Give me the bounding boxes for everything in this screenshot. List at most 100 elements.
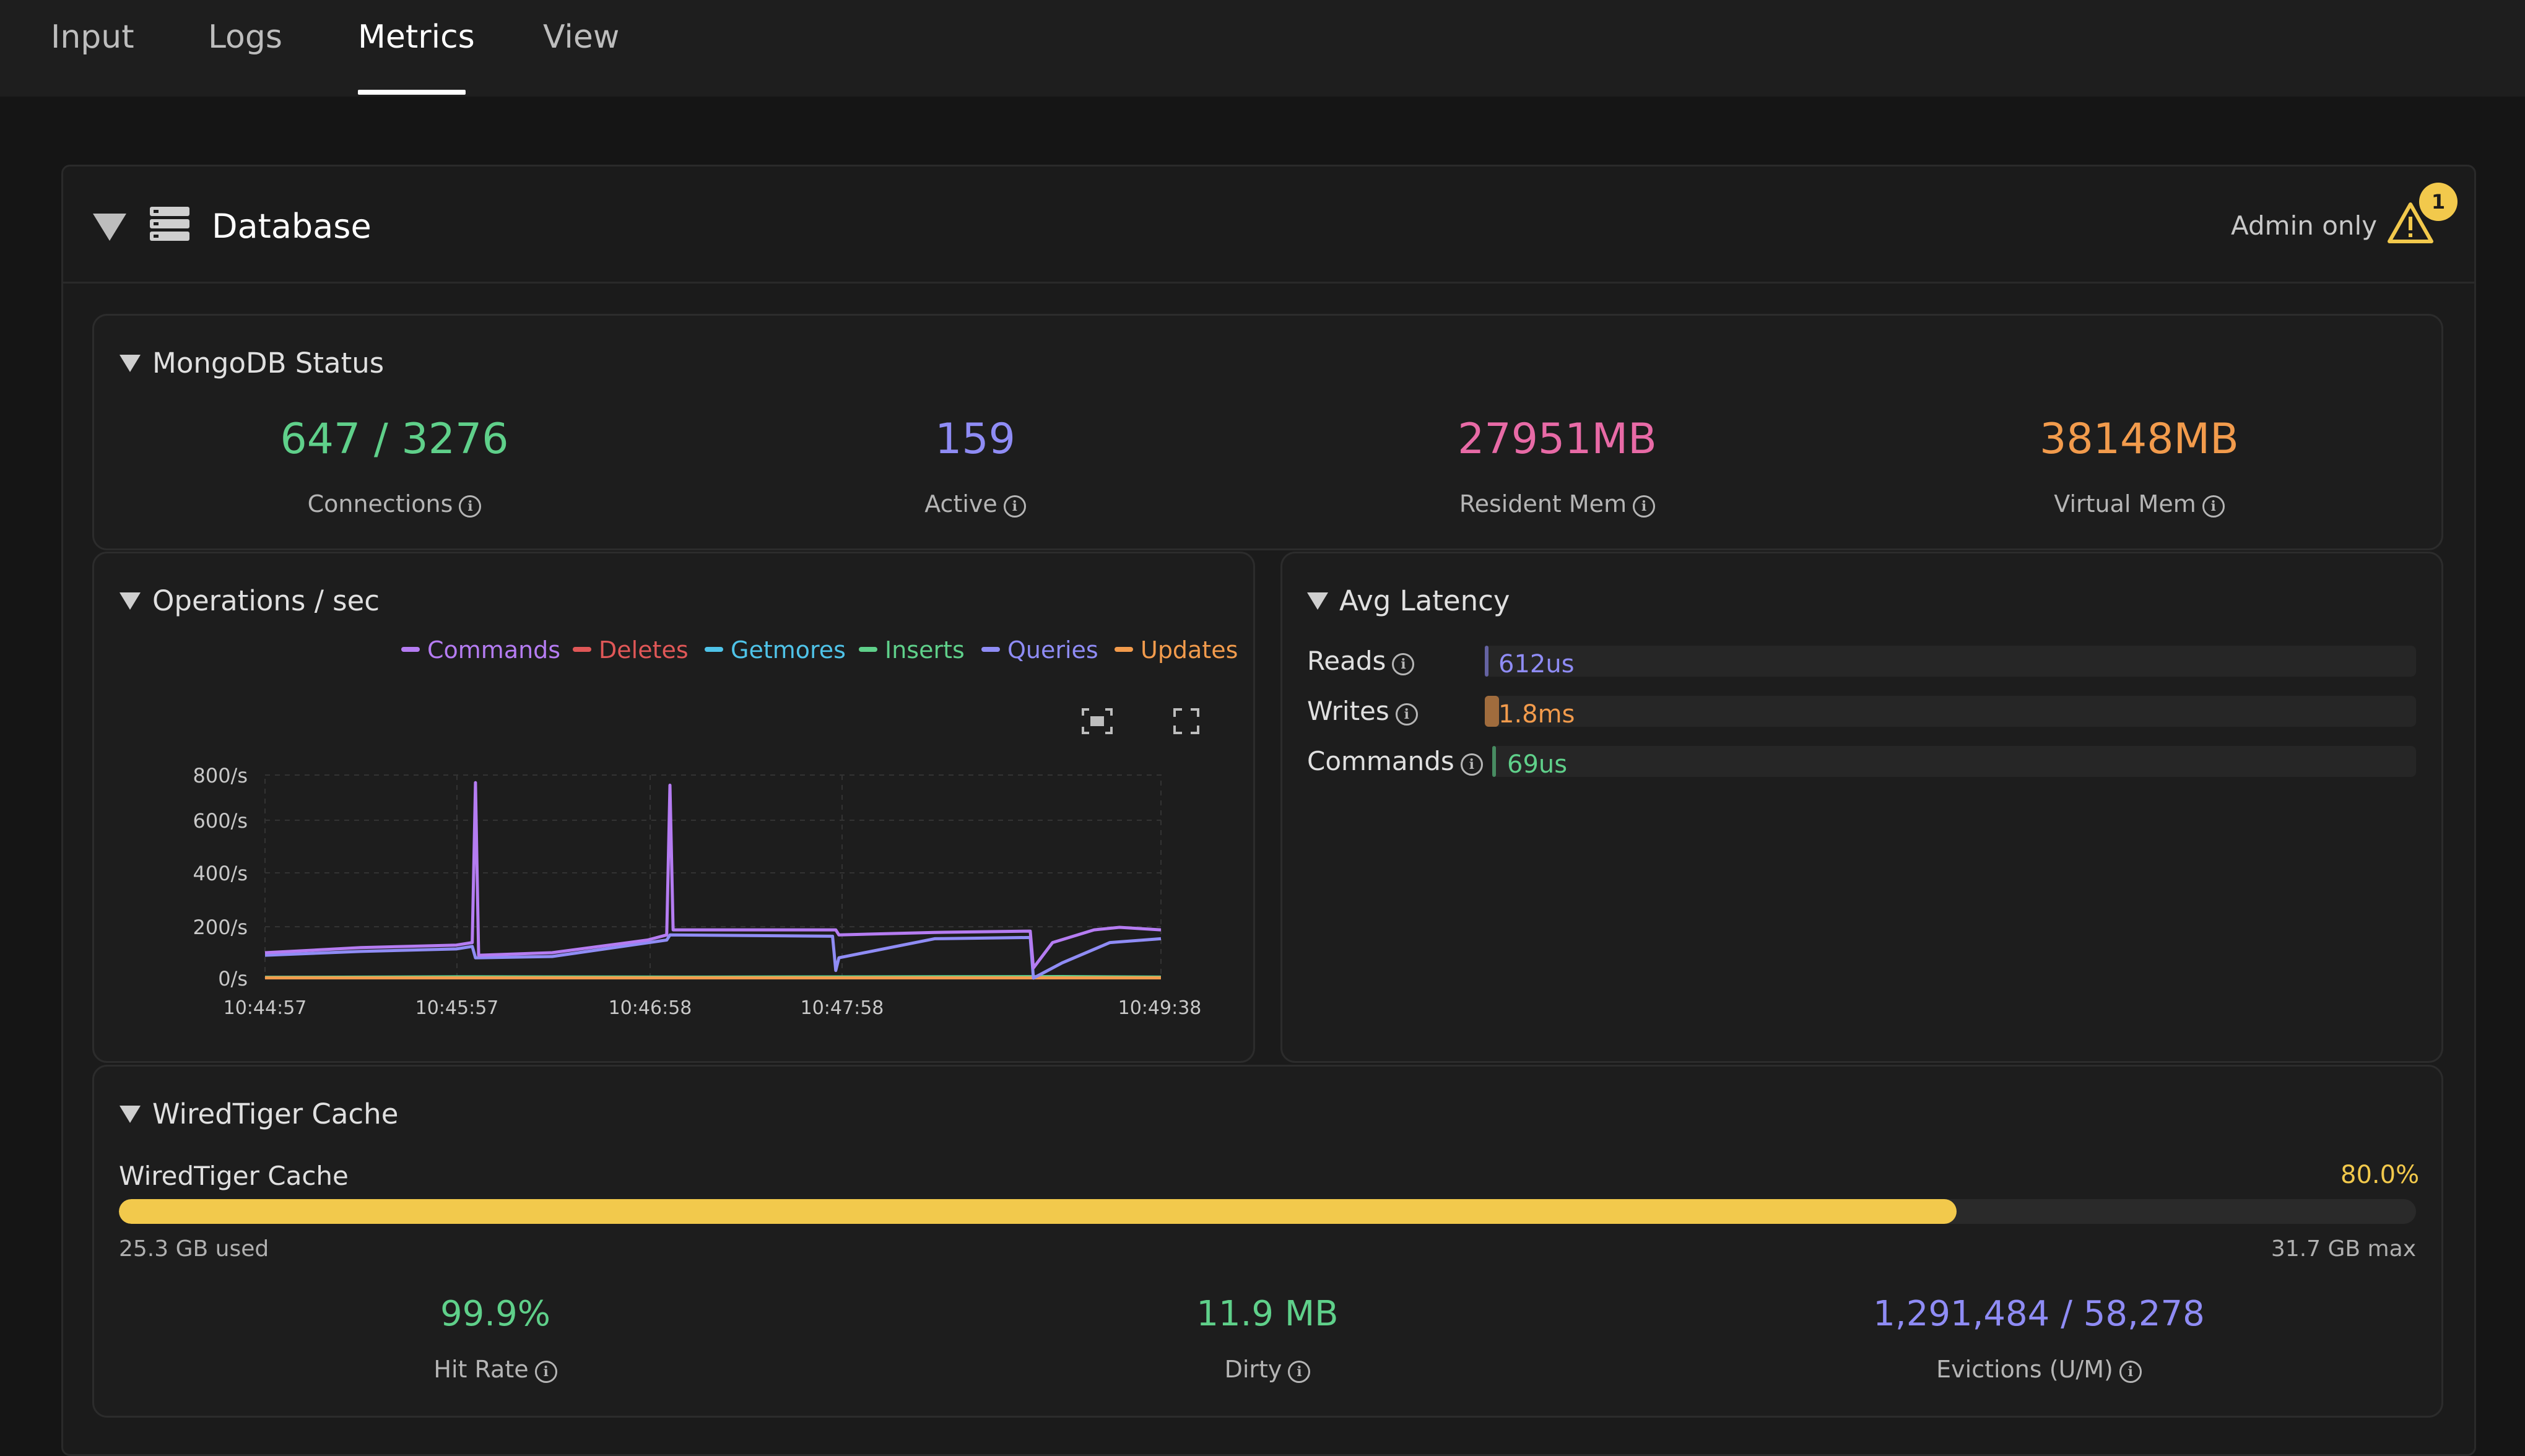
- legend-label: Inserts: [885, 636, 965, 664]
- legend-item-getmores[interactable]: Getmores: [705, 636, 846, 664]
- wiredtiger-percent: 80.0%: [2340, 1161, 2420, 1189]
- connections-label: Connections i: [116, 490, 673, 518]
- virtual-mem-label: Virtual Mem i: [1861, 490, 2418, 518]
- chart-y-tick-label: 800/s: [193, 764, 248, 787]
- info-icon[interactable]: i: [1633, 495, 1656, 518]
- info-icon[interactable]: i: [1288, 1361, 1311, 1383]
- dirty-label: Dirty i: [989, 1356, 1546, 1383]
- wiredtiger-title: WiredTiger Cache: [152, 1098, 399, 1130]
- legend-item-queries[interactable]: Queries: [981, 636, 1098, 664]
- avg-latency-panel: [1280, 552, 2443, 1063]
- wiredtiger-bar-label: WiredTiger Cache: [119, 1161, 349, 1191]
- legend-label: Queries: [1007, 636, 1098, 664]
- legend-item-commands[interactable]: Commands: [401, 636, 560, 664]
- tab-logs[interactable]: Logs: [208, 19, 282, 56]
- wiredtiger-used: 25.3 GB used: [119, 1236, 269, 1262]
- series-line-queries: [264, 933, 1162, 980]
- mongodb-status-title: MongoDB Status: [152, 347, 385, 379]
- legend-label: Deletes: [599, 636, 689, 664]
- chart-x-tick-label: 10:46:58: [609, 997, 692, 1019]
- legend-swatch: [981, 647, 1000, 652]
- chart-y-tick-label: 400/s: [193, 862, 248, 885]
- latency-reads-label: Reads i: [1307, 646, 1415, 676]
- wiredtiger-collapse-icon[interactable]: [120, 1106, 141, 1123]
- legend-item-deletes[interactable]: Deletes: [573, 636, 689, 664]
- mongodb-status-collapse-icon[interactable]: [120, 355, 141, 372]
- tab-metrics[interactable]: Metrics: [358, 19, 475, 56]
- avg-latency-title: Avg Latency: [1339, 584, 1510, 617]
- virtual-mem-value: 38148MB: [2040, 415, 2239, 464]
- active-label: Active i: [697, 490, 1254, 518]
- series-line-commands: [264, 781, 1162, 970]
- resident-mem-value: 27951MB: [1458, 415, 1657, 464]
- legend-swatch: [705, 647, 723, 652]
- info-icon[interactable]: i: [459, 495, 482, 518]
- latency-writes-track: [1485, 696, 2416, 727]
- latency-commands-track: [1492, 746, 2416, 777]
- tab-view[interactable]: View: [543, 19, 620, 56]
- operations-title: Operations / sec: [152, 584, 380, 617]
- chart-x-tick-label: 10:44:57: [224, 997, 307, 1019]
- fullscreen-icon[interactable]: [1172, 707, 1201, 735]
- zoom-select-icon[interactable]: [1080, 707, 1114, 735]
- active-tab-indicator: [358, 90, 466, 95]
- info-icon[interactable]: i: [1392, 653, 1415, 675]
- info-icon[interactable]: i: [1395, 703, 1418, 726]
- info-icon[interactable]: i: [534, 1361, 557, 1383]
- wiredtiger-max: 31.7 GB max: [2271, 1236, 2416, 1262]
- chart-y-tick-label: 200/s: [193, 916, 248, 939]
- chart-x-tick-label: 10:47:58: [801, 997, 884, 1019]
- warning-icon[interactable]: [2387, 202, 2434, 244]
- resident-mem-label: Resident Mem i: [1279, 490, 1836, 518]
- database-collapse-toggle-icon[interactable]: [93, 214, 126, 241]
- mongodb-status-panel: [92, 314, 2443, 550]
- avg-latency-collapse-icon[interactable]: [1307, 592, 1328, 610]
- top-tab-bar: Input Logs Metrics View: [0, 0, 2525, 97]
- evictions-label: Evictions (U/M) i: [1760, 1356, 2318, 1383]
- legend-swatch: [573, 647, 591, 652]
- latency-reads-track: [1485, 646, 2416, 677]
- info-icon[interactable]: i: [2202, 495, 2225, 518]
- active-value: 159: [935, 415, 1015, 464]
- wiredtiger-cache-bar: [119, 1199, 2416, 1224]
- admin-only-label: Admin only: [2231, 210, 2378, 241]
- latency-commands-value: 69us: [1507, 750, 1568, 779]
- chart-series: [264, 781, 1162, 980]
- info-icon[interactable]: i: [2119, 1361, 2142, 1383]
- chart-y-tick-label: 0/s: [218, 967, 248, 990]
- database-title: Database: [212, 207, 372, 246]
- operations-collapse-icon[interactable]: [120, 592, 141, 610]
- hit-rate-value: 99.9%: [440, 1294, 550, 1334]
- chart-x-ticks: 10:44:57 10:45:57 10:46:58 10:47:58 10:49:38: [224, 997, 1202, 1019]
- latency-writes-value: 1.8ms: [1498, 700, 1575, 729]
- evictions-value: 1,291,484 / 58,278: [1873, 1294, 2205, 1334]
- warning-count-badge: 1: [2419, 183, 2458, 221]
- legend-item-updates[interactable]: Updates: [1115, 636, 1238, 664]
- legend-item-inserts[interactable]: Inserts: [859, 636, 965, 664]
- tab-input[interactable]: Input: [51, 19, 134, 56]
- wiredtiger-panel: [92, 1065, 2443, 1418]
- hit-rate-label: Hit Rate i: [217, 1356, 774, 1383]
- latency-reads-value: 612us: [1498, 650, 1575, 678]
- info-icon[interactable]: i: [1003, 495, 1026, 518]
- latency-commands-fill: [1492, 746, 1496, 777]
- legend-swatch: [401, 647, 420, 652]
- operations-line-chart[interactable]: 800/s 600/s 400/s 200/s 0/s 10:44:57 10:45:57…: [99, 743, 1251, 1040]
- latency-writes-label: Writes i: [1307, 696, 1418, 726]
- legend-swatch: [1115, 647, 1133, 652]
- chart-x-tick-label: 10:45:57: [415, 997, 499, 1019]
- info-icon[interactable]: i: [1460, 753, 1483, 776]
- database-list-icon: [150, 207, 189, 241]
- connections-value: 647 / 3276: [280, 415, 509, 464]
- wiredtiger-cache-fill: [119, 1199, 1957, 1224]
- latency-writes-fill: [1485, 696, 1499, 727]
- legend-label: Updates: [1141, 636, 1238, 664]
- legend-label: Getmores: [731, 636, 846, 664]
- legend-label: Commands: [427, 636, 561, 664]
- chart-x-tick-label: 10:49:38: [1118, 997, 1202, 1019]
- database-header-divider: [61, 282, 2474, 284]
- chart-y-tick-label: 600/s: [193, 809, 248, 833]
- chart-y-ticks: 800/s 600/s 400/s 200/s 0/s: [193, 764, 248, 990]
- legend-swatch: [859, 647, 877, 652]
- latency-commands-label: Commands i: [1307, 746, 1483, 776]
